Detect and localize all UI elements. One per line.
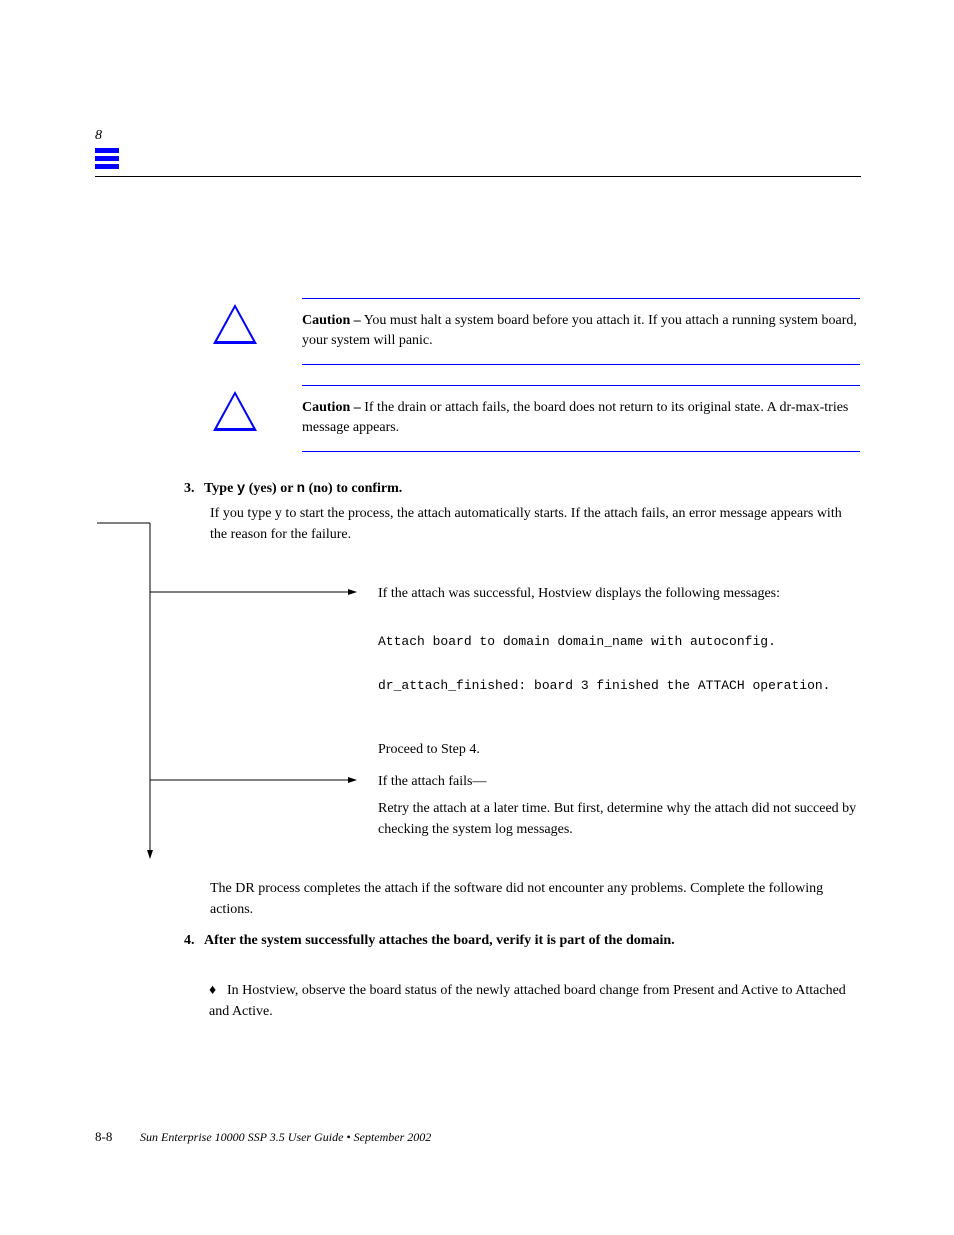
step4: 4.After the system successfully attaches… xyxy=(184,930,864,951)
footer-title: Sun Enterprise 10000 SSP 3.5 User Guide … xyxy=(140,1130,431,1145)
step4-subtext: In Hostview, observe the board status of… xyxy=(209,983,846,1019)
flow-diagram xyxy=(0,0,954,1235)
footer-page-number: 8-8 xyxy=(95,1129,112,1145)
flow-branch2-heading: If the attach fails— xyxy=(378,771,863,792)
step4-bold: After the system successfully attaches t… xyxy=(204,933,675,948)
flow-down-label: The DR process completes the attach if t… xyxy=(210,878,860,920)
flow-branch1-heading: If the attach was successful, Hostview d… xyxy=(378,583,863,604)
flow-branch2-body: Retry the attach at a later time. But fi… xyxy=(378,798,863,840)
page: 8 Caution – You must halt a system board… xyxy=(0,0,954,1235)
flow-branch1-tail: Proceed to Step 4. xyxy=(378,739,863,760)
step4-bullet: ♦ xyxy=(209,980,227,1001)
step4-sub: ♦In Hostview, observe the board status o… xyxy=(209,980,859,1022)
flow-branch1-code2: dr_attach_finished: board 3 finished the… xyxy=(378,676,878,696)
step4-number: 4. xyxy=(184,930,204,951)
flow-branch1-code1: Attach board to domain domain_name with … xyxy=(378,632,878,652)
